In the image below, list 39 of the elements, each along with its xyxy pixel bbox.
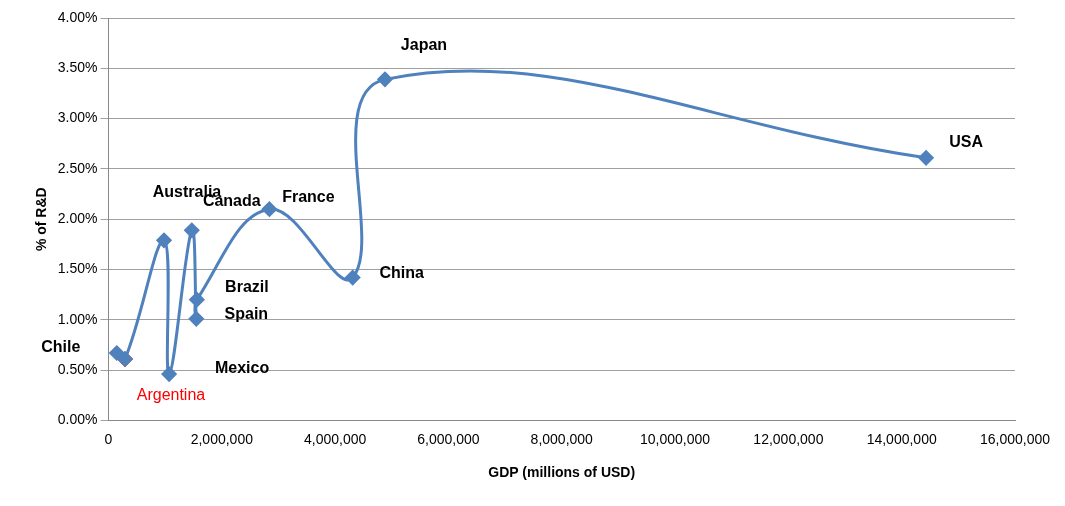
annotation: Spain xyxy=(224,305,269,323)
point xyxy=(345,270,361,286)
point xyxy=(109,345,125,361)
y-tick-label: 1.00% xyxy=(57,310,98,327)
y-tick-label: 0.00% xyxy=(57,411,98,428)
annotation: Chile xyxy=(41,338,81,356)
series-label: Argentina xyxy=(136,386,206,404)
annotation: China xyxy=(379,263,425,281)
y-tick-label: 1.50% xyxy=(57,260,98,277)
point xyxy=(184,222,200,238)
x-tick-label: 8,000,000 xyxy=(530,430,594,447)
annotation: Japan xyxy=(400,35,448,53)
x-tick-label: 0 xyxy=(104,430,113,447)
annotation: Mexico xyxy=(214,358,270,376)
y-tick-label: 4.00% xyxy=(57,8,98,25)
y-tick-label: 3.50% xyxy=(57,59,98,76)
point xyxy=(918,150,934,166)
x-tick-label: 12,000,000 xyxy=(753,430,824,447)
y-tick-label: 3.00% xyxy=(57,109,98,126)
point xyxy=(161,366,177,382)
x-tick-label: 14,000,000 xyxy=(866,430,937,447)
y-tick-label: 2.00% xyxy=(57,210,98,227)
point xyxy=(261,201,277,217)
x-tick-label: 6,000,000 xyxy=(417,430,480,447)
x-tick-label: 2,000,000 xyxy=(190,430,254,447)
point xyxy=(188,311,204,327)
x-tick-label: 16,000,000 xyxy=(979,430,1051,447)
point xyxy=(377,71,393,87)
x-tick-label: 10,000,000 xyxy=(640,430,711,447)
annotation: France xyxy=(282,187,335,205)
x-axis-title: GDP (millions of USD) xyxy=(488,464,636,481)
y-axis-title: % of R&D xyxy=(33,187,50,252)
y-tick-label: 0.50% xyxy=(57,360,98,377)
annotation: Brazil xyxy=(225,278,269,296)
point xyxy=(189,292,205,308)
y-tick-label: 2.50% xyxy=(57,159,98,176)
x-tick-label: 4,000,000 xyxy=(303,430,367,447)
point xyxy=(156,232,172,248)
annotation: USA xyxy=(949,133,984,151)
